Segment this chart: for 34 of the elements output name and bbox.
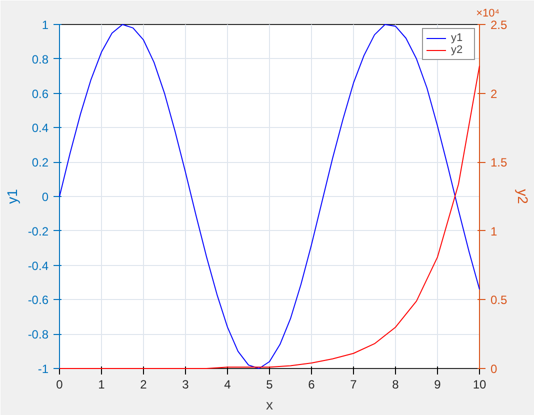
- x-axis-title: x: [266, 396, 273, 412]
- legend-label: y2: [451, 44, 464, 56]
- y-tick-label: 0.6: [32, 86, 49, 101]
- x-tick-label: 3: [182, 378, 190, 392]
- y2-tick-label: 2: [490, 86, 498, 101]
- x-tick-label: 4: [224, 378, 232, 392]
- y-axis-title: y1: [4, 188, 20, 204]
- y-tick-label: -0.4: [28, 258, 49, 273]
- y2-tick-label: 1: [490, 224, 498, 238]
- x-tick-label: 8: [392, 378, 400, 392]
- y-tick-label: -1: [38, 362, 49, 376]
- text: ×10⁴: [476, 8, 500, 20]
- y-tick-label: -0.6: [28, 293, 49, 308]
- x-tick-label: 6: [308, 378, 316, 392]
- y2-tick-label: 0: [490, 362, 498, 376]
- y-tick-label: 0: [42, 190, 49, 204]
- y2-tick-label: 1.5: [490, 156, 508, 170]
- y2-tick-label: 2.5: [490, 18, 508, 32]
- y2-tick-label: 0.5: [490, 293, 508, 308]
- y-tick-label: 0.8: [32, 52, 49, 66]
- y-tick-label: 0.2: [32, 156, 49, 170]
- y-tick-label: 0.4: [32, 121, 49, 136]
- x-tick-label: 2: [140, 378, 148, 392]
- x-tick-label: 5: [266, 378, 274, 392]
- x-tick-label: 0: [56, 378, 64, 392]
- legend-label: y1: [451, 32, 464, 44]
- x-tick-label: 1: [98, 378, 106, 392]
- y-tick-label: -0.2: [28, 224, 49, 238]
- y-tick-label: 1: [42, 18, 49, 32]
- x-tick-label: 7: [350, 378, 358, 392]
- x-tick-label: 9: [434, 378, 442, 392]
- y-tick-label: -0.8: [28, 328, 49, 342]
- x-tick-label: 10: [472, 378, 486, 392]
- y2-axis-title: y2: [515, 189, 532, 204]
